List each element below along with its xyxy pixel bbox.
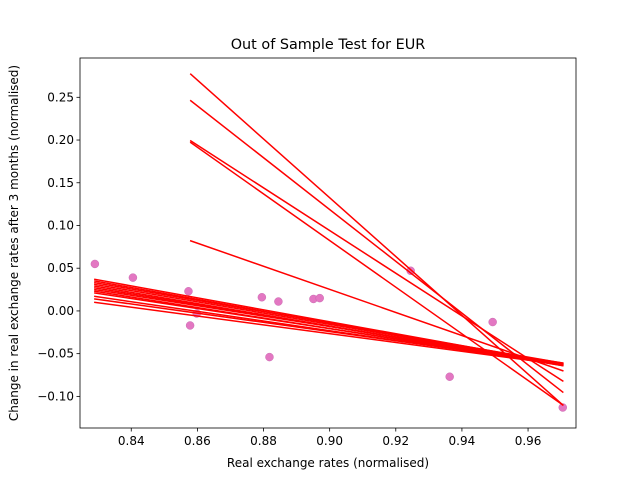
- regression-line: [189, 139, 564, 383]
- y-tick-label: 0.00: [47, 304, 74, 318]
- data-point: [488, 317, 497, 327]
- regression-line: [94, 298, 564, 365]
- y-tick-label: −0.10: [37, 389, 74, 403]
- y-tick-label: −0.05: [37, 347, 74, 361]
- regression-line: [94, 281, 564, 364]
- y-axis: −0.10 −0.05 0.00 0.05 0.10 0.15 0.20 0.25: [37, 90, 80, 403]
- x-axis-label: Real exchange rates (normalised): [227, 456, 429, 470]
- data-point: [257, 293, 267, 302]
- y-axis-label: Change in real exchange rates after 3 mo…: [7, 65, 21, 421]
- x-tick-label: 0.90: [316, 434, 343, 448]
- data-point: [274, 297, 283, 306]
- data-point: [90, 259, 100, 269]
- x-tick-label: 0.96: [515, 434, 542, 448]
- data-point: [265, 352, 274, 362]
- axes-frame: [79, 57, 577, 429]
- data-point: [185, 321, 195, 330]
- y-tick-label: 0.15: [47, 176, 74, 190]
- data-point: [445, 372, 454, 381]
- x-tick-label: 0.88: [250, 434, 277, 448]
- x-axis: 0.84 0.86 0.88 0.90 0.92 0.94 0.96: [118, 428, 542, 448]
- x-tick-label: 0.94: [449, 434, 476, 448]
- data-point: [184, 287, 193, 296]
- y-tick-label: 0.10: [47, 218, 74, 232]
- plot-area: [90, 73, 567, 412]
- chart-title: Out of Sample Test for EUR: [231, 37, 426, 53]
- data-point: [128, 273, 138, 282]
- regression-line: [189, 141, 564, 406]
- y-tick-label: 0.20: [47, 133, 74, 147]
- data-point: [558, 403, 567, 412]
- regression-line: [94, 288, 564, 364]
- x-tick-label: 0.92: [382, 434, 409, 448]
- regression-line: [94, 292, 564, 365]
- x-tick-label: 0.86: [184, 434, 211, 448]
- regression-line: [189, 239, 564, 372]
- regression-line: [94, 301, 564, 366]
- regression-line: [189, 99, 564, 394]
- y-tick-label: 0.25: [47, 90, 74, 104]
- x-tick-label: 0.84: [118, 434, 145, 448]
- y-tick-label: 0.05: [47, 261, 74, 275]
- data-point: [315, 293, 324, 303]
